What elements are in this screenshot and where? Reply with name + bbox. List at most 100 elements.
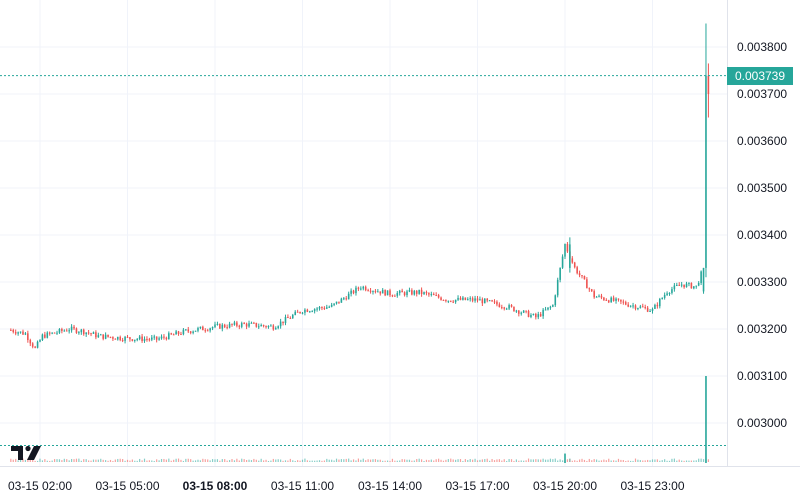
volume-bar xyxy=(474,458,476,462)
candle-body xyxy=(182,329,185,335)
volume-bar xyxy=(464,459,466,462)
volume-bar xyxy=(459,459,462,462)
volume-bar xyxy=(340,459,342,462)
candle-body xyxy=(343,298,345,300)
volume-bar xyxy=(413,460,415,462)
candle-body xyxy=(311,311,314,313)
candle-body xyxy=(316,308,318,310)
candle-body xyxy=(539,314,542,317)
volume-bar xyxy=(304,458,306,462)
candle-body xyxy=(435,295,437,297)
candle-body xyxy=(476,298,479,301)
candle-body xyxy=(97,335,100,338)
candle-body xyxy=(61,328,63,331)
volume-bar xyxy=(153,460,155,462)
volume-bar xyxy=(557,460,559,462)
candle-body xyxy=(238,325,241,327)
volume-bar xyxy=(683,460,685,462)
candle-body xyxy=(505,308,508,310)
volume-bar xyxy=(566,459,569,462)
x-tick-label: 03-15 02:00 xyxy=(8,479,72,493)
candle-body xyxy=(610,297,612,303)
volume-bar xyxy=(430,459,432,462)
candle-body xyxy=(34,346,36,348)
volume-bar xyxy=(131,459,133,462)
volume-bar xyxy=(85,459,87,462)
candle-body xyxy=(168,333,170,340)
candle-body xyxy=(95,332,97,338)
price-scale[interactable]: 0.003800 0.003700 0.003600 0.003500 0.003400… xyxy=(737,40,787,430)
volume-bar xyxy=(309,460,311,462)
candle-body xyxy=(352,290,355,294)
volume-bar xyxy=(260,458,262,462)
candle-body xyxy=(12,329,15,333)
candle-body xyxy=(693,286,695,289)
candle-body xyxy=(663,294,666,298)
volume-bar xyxy=(328,459,330,462)
candle-body xyxy=(598,295,600,297)
candle-body xyxy=(673,285,676,290)
volume-bar xyxy=(467,459,469,462)
volume-bar xyxy=(119,458,121,462)
volume-bar xyxy=(250,460,253,462)
volume-bar xyxy=(129,460,131,462)
volume-bar xyxy=(151,460,153,462)
candle-body xyxy=(107,334,109,337)
volume-bar xyxy=(547,459,549,462)
volume-bar xyxy=(199,460,202,462)
volume-bar xyxy=(610,460,612,462)
volume-bar xyxy=(318,460,321,462)
volume-bar xyxy=(377,459,379,462)
volume-bar xyxy=(588,458,590,462)
volume-bar xyxy=(442,460,445,462)
volume-bar xyxy=(605,460,607,462)
x-tick-label: 03-15 17:00 xyxy=(445,479,509,493)
volume-bar xyxy=(277,459,279,462)
volume-bar xyxy=(445,459,447,462)
candle-body xyxy=(284,317,287,324)
candle-body xyxy=(593,291,595,298)
volume-bar xyxy=(211,459,214,462)
volume-bar xyxy=(301,459,304,462)
volume-bar xyxy=(685,460,688,462)
time-scale[interactable]: 03-15 02:00 03-15 05:00 03-15 08:00 03-15 1… xyxy=(8,479,685,493)
tradingview-logo-icon[interactable] xyxy=(10,443,44,463)
volume-bar xyxy=(472,459,474,462)
volume-bar xyxy=(134,460,136,462)
volume-bar xyxy=(204,459,206,462)
candle-body xyxy=(629,305,632,307)
candle-body xyxy=(688,282,690,284)
volume-bar xyxy=(282,460,284,462)
candle-body xyxy=(578,273,581,276)
volume-bar xyxy=(391,458,394,462)
volume-bar xyxy=(263,460,265,462)
volume-bar xyxy=(265,459,267,462)
volume-bar xyxy=(224,459,226,462)
candle-body xyxy=(44,334,46,338)
volume-bar xyxy=(289,458,291,462)
volume-bar xyxy=(248,459,250,462)
candle-body xyxy=(695,285,698,287)
volume-bar xyxy=(219,460,221,462)
volume-bar xyxy=(345,458,347,462)
x-tick-label: 03-15 05:00 xyxy=(95,479,159,493)
volume-bar xyxy=(209,460,211,462)
volume-bar xyxy=(255,459,257,462)
candle-body xyxy=(323,307,326,309)
candle-body xyxy=(556,279,559,296)
volume-bar xyxy=(617,458,620,462)
candle-body xyxy=(206,330,209,332)
candle-body xyxy=(559,267,561,280)
volume-bar xyxy=(173,459,175,462)
volume-spike xyxy=(564,453,566,463)
candle-body xyxy=(661,297,664,299)
candle-body xyxy=(194,330,197,332)
candle-body xyxy=(620,299,622,302)
volume-bar xyxy=(267,460,270,462)
volume-bar xyxy=(258,460,260,462)
volume-bar xyxy=(700,458,702,462)
volume-bar xyxy=(651,459,654,462)
candle-body xyxy=(644,307,647,309)
candle-body xyxy=(690,282,693,289)
